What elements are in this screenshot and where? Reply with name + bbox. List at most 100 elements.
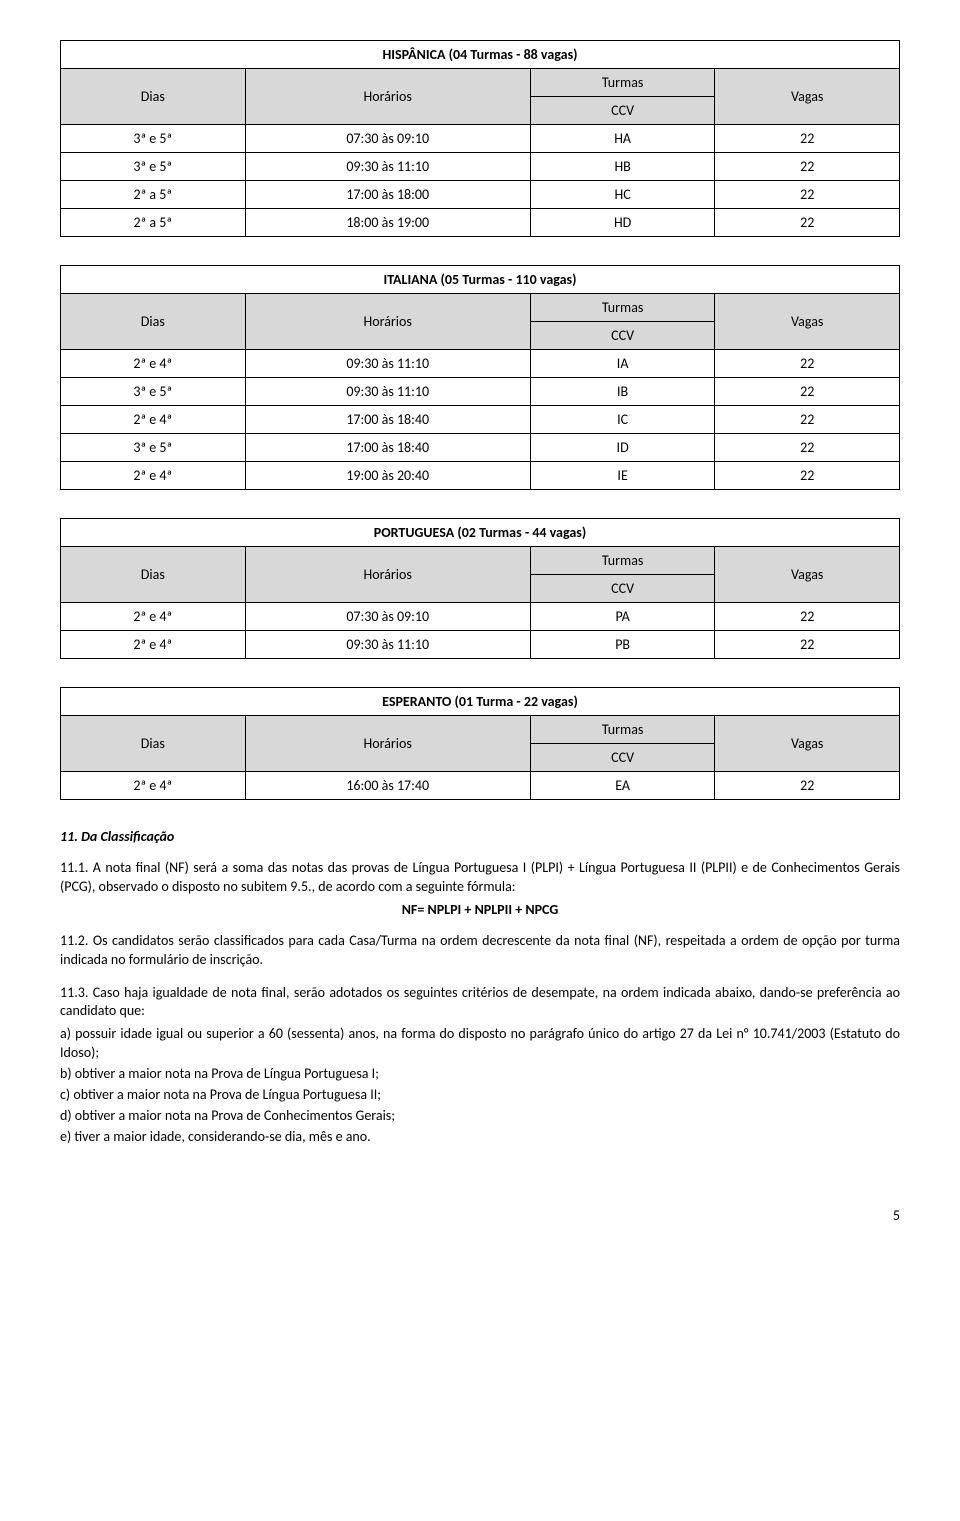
table-title: ESPERANTO (01 Turma - 22 vagas): [61, 688, 900, 716]
col-header-ccv: CCV: [530, 322, 715, 350]
table-row: 3ª e 5ª09:30 às 11:10HB22: [61, 153, 900, 181]
col-header-dias: Dias: [61, 716, 246, 772]
col-header-ccv: CCV: [530, 575, 715, 603]
cell-ccv: ID: [530, 434, 715, 462]
tables-container: HISPÂNICA (04 Turmas - 88 vagas)DiasHorá…: [60, 40, 900, 800]
cell-dias: 2ª a 5ª: [61, 209, 246, 237]
cell-horarios: 07:30 às 09:10: [245, 603, 530, 631]
cell-vagas: 22: [715, 406, 900, 434]
table-title: ITALIANA (05 Turmas - 110 vagas): [61, 266, 900, 294]
table-title: HISPÂNICA (04 Turmas - 88 vagas): [61, 41, 900, 69]
cell-ccv: IC: [530, 406, 715, 434]
cell-ccv: PA: [530, 603, 715, 631]
col-header-ccv: CCV: [530, 97, 715, 125]
schedule-table: PORTUGUESA (02 Turmas - 44 vagas)DiasHor…: [60, 518, 900, 659]
cell-horarios: 18:00 às 19:00: [245, 209, 530, 237]
col-header-horarios: Horários: [245, 547, 530, 603]
table-title: PORTUGUESA (02 Turmas - 44 vagas): [61, 519, 900, 547]
schedule-table: ITALIANA (05 Turmas - 110 vagas)DiasHorá…: [60, 265, 900, 490]
cell-dias: 2ª e 4ª: [61, 406, 246, 434]
table-row: 3ª e 5ª09:30 às 11:10IB22: [61, 378, 900, 406]
col-header-turmas: Turmas: [530, 716, 715, 744]
col-header-turmas: Turmas: [530, 294, 715, 322]
criteria-item: c) obtiver a maior nota na Prova de Líng…: [60, 1086, 900, 1105]
col-header-turmas: Turmas: [530, 547, 715, 575]
cell-horarios: 09:30 às 11:10: [245, 378, 530, 406]
cell-dias: 3ª e 5ª: [61, 153, 246, 181]
table-row: 3ª e 5ª17:00 às 18:40ID22: [61, 434, 900, 462]
cell-vagas: 22: [715, 631, 900, 659]
cell-ccv: IA: [530, 350, 715, 378]
cell-dias: 2ª e 4ª: [61, 350, 246, 378]
col-header-vagas: Vagas: [715, 547, 900, 603]
cell-vagas: 22: [715, 125, 900, 153]
schedule-table: ESPERANTO (01 Turma - 22 vagas)DiasHorár…: [60, 687, 900, 800]
table-row: 3ª e 5ª07:30 às 09:10HA22: [61, 125, 900, 153]
col-header-horarios: Horários: [245, 294, 530, 350]
cell-vagas: 22: [715, 209, 900, 237]
cell-vagas: 22: [715, 434, 900, 462]
col-header-horarios: Horários: [245, 716, 530, 772]
table-row: 2ª e 4ª17:00 às 18:40IC22: [61, 406, 900, 434]
cell-dias: 2ª e 4ª: [61, 462, 246, 490]
cell-vagas: 22: [715, 378, 900, 406]
cell-horarios: 09:30 às 11:10: [245, 350, 530, 378]
cell-horarios: 19:00 às 20:40: [245, 462, 530, 490]
criteria-item: d) obtiver a maior nota na Prova de Conh…: [60, 1107, 900, 1126]
cell-vagas: 22: [715, 153, 900, 181]
col-header-vagas: Vagas: [715, 716, 900, 772]
cell-ccv: PB: [530, 631, 715, 659]
cell-vagas: 22: [715, 603, 900, 631]
criteria-item: a) possuir idade igual ou superior a 60 …: [60, 1025, 900, 1063]
section-heading: 11. Da Classificação: [60, 828, 900, 845]
col-header-turmas: Turmas: [530, 69, 715, 97]
table-row: 2ª e 4ª07:30 às 09:10PA22: [61, 603, 900, 631]
cell-vagas: 22: [715, 772, 900, 800]
cell-ccv: HC: [530, 181, 715, 209]
cell-ccv: IB: [530, 378, 715, 406]
cell-ccv: EA: [530, 772, 715, 800]
cell-ccv: HD: [530, 209, 715, 237]
cell-horarios: 16:00 às 17:40: [245, 772, 530, 800]
col-header-ccv: CCV: [530, 744, 715, 772]
cell-ccv: HA: [530, 125, 715, 153]
cell-horarios: 17:00 às 18:00: [245, 181, 530, 209]
cell-ccv: HB: [530, 153, 715, 181]
cell-vagas: 22: [715, 350, 900, 378]
col-header-vagas: Vagas: [715, 294, 900, 350]
cell-horarios: 17:00 às 18:40: [245, 406, 530, 434]
criteria-list: a) possuir idade igual ou superior a 60 …: [60, 1025, 900, 1146]
cell-ccv: IE: [530, 462, 715, 490]
cell-dias: 3ª e 5ª: [61, 125, 246, 153]
paragraph-11-1: 11.1. A nota final (NF) será a soma das …: [60, 859, 900, 897]
cell-horarios: 09:30 às 11:10: [245, 631, 530, 659]
cell-dias: 3ª e 5ª: [61, 434, 246, 462]
cell-dias: 3ª e 5ª: [61, 378, 246, 406]
cell-horarios: 17:00 às 18:40: [245, 434, 530, 462]
criteria-item: b) obtiver a maior nota na Prova de Líng…: [60, 1065, 900, 1084]
table-row: 2ª e 4ª09:30 às 11:10PB22: [61, 631, 900, 659]
cell-horarios: 07:30 às 09:10: [245, 125, 530, 153]
criteria-item: e) tiver a maior idade, considerando-se …: [60, 1128, 900, 1147]
table-row: 2ª a 5ª17:00 às 18:00HC22: [61, 181, 900, 209]
col-header-dias: Dias: [61, 294, 246, 350]
table-row: 2ª e 4ª09:30 às 11:10IA22: [61, 350, 900, 378]
table-row: 2ª e 4ª19:00 às 20:40IE22: [61, 462, 900, 490]
cell-horarios: 09:30 às 11:10: [245, 153, 530, 181]
table-row: 2ª a 5ª18:00 às 19:00HD22: [61, 209, 900, 237]
cell-vagas: 22: [715, 462, 900, 490]
cell-vagas: 22: [715, 181, 900, 209]
formula: NF= NPLPI + NPLPII + NPCG: [60, 901, 900, 918]
schedule-table: HISPÂNICA (04 Turmas - 88 vagas)DiasHorá…: [60, 40, 900, 237]
paragraph-11-3: 11.3. Caso haja igualdade de nota final,…: [60, 984, 900, 1022]
cell-dias: 2ª a 5ª: [61, 181, 246, 209]
col-header-dias: Dias: [61, 547, 246, 603]
cell-dias: 2ª e 4ª: [61, 772, 246, 800]
paragraph-11-2: 11.2. Os candidatos serão classificados …: [60, 932, 900, 970]
col-header-horarios: Horários: [245, 69, 530, 125]
table-row: 2ª e 4ª16:00 às 17:40EA22: [61, 772, 900, 800]
cell-dias: 2ª e 4ª: [61, 631, 246, 659]
page-number: 5: [60, 1207, 900, 1224]
cell-dias: 2ª e 4ª: [61, 603, 246, 631]
col-header-dias: Dias: [61, 69, 246, 125]
